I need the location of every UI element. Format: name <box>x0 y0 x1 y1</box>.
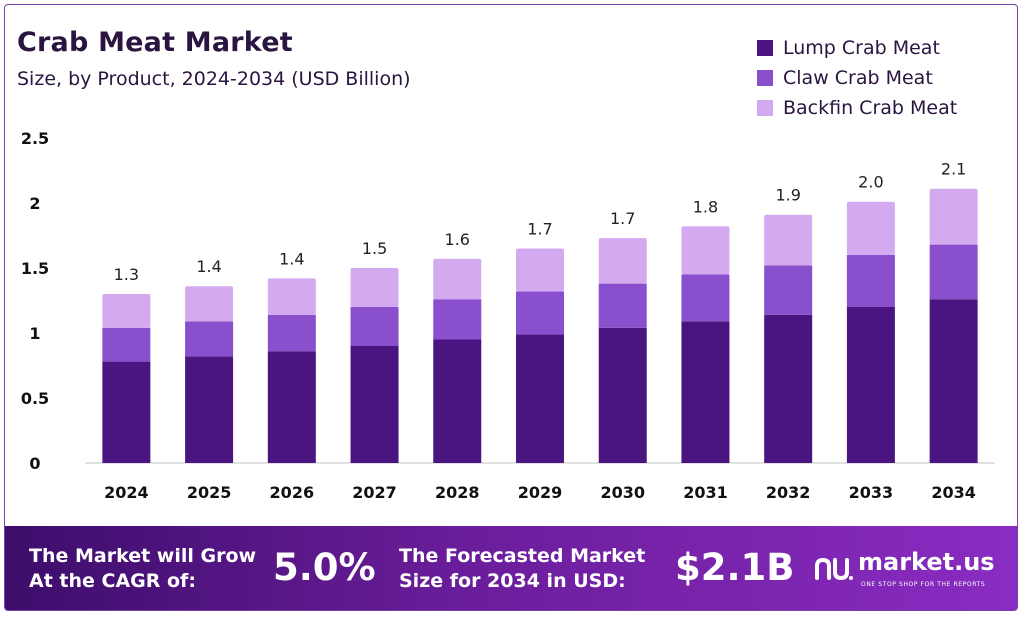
x-tick-label: 2024 <box>104 483 149 502</box>
market-us-logo-icon <box>815 557 853 581</box>
cagr-caption-line-2: At the CAGR of: <box>29 570 196 592</box>
x-tick-label: 2027 <box>352 483 397 502</box>
bar-total-label: 2.0 <box>858 173 883 192</box>
bar-segment-backfin-crab-meat <box>350 268 399 307</box>
bar-segment-lump-crab-meat <box>102 361 151 463</box>
forecast-caption-line-1: The Forecasted Market <box>399 545 646 567</box>
bar-segment-claw-crab-meat <box>185 321 234 357</box>
x-tick-label: 2032 <box>766 483 811 502</box>
bar-segment-claw-crab-meat <box>433 299 482 340</box>
bar-segment-lump-crab-meat <box>764 314 813 463</box>
bar-segment-claw-crab-meat <box>764 265 813 315</box>
cagr-caption: The Market will Grow At the CAGR of: <box>29 544 256 594</box>
bar-segment-backfin-crab-meat <box>102 294 151 328</box>
bar-total-label: 1.4 <box>279 249 304 268</box>
bar-segment-claw-crab-meat <box>929 244 978 300</box>
bar-total-label: 1.7 <box>610 209 635 228</box>
bar-segment-claw-crab-meat <box>516 291 564 335</box>
bar-total-label: 1.9 <box>775 186 800 205</box>
logo-tagline: ONE STOP SHOP FOR THE REPORTS <box>861 581 986 588</box>
y-tick-label: 1.5 <box>21 259 49 278</box>
x-tick-label: 2029 <box>518 483 563 502</box>
footer-banner: The Market will Grow At the CAGR of: 5.0… <box>5 526 1017 610</box>
bar-segment-lump-crab-meat <box>267 351 316 463</box>
legend-swatch-backfin <box>757 100 773 116</box>
bar-segment-lump-crab-meat <box>681 321 730 463</box>
y-tick-label: 1 <box>29 324 40 343</box>
bar-total-label: 1.8 <box>693 197 718 216</box>
y-tick-label: 0.5 <box>21 389 49 408</box>
legend-item-backfin: Backfin Crab Meat <box>757 93 957 123</box>
bar-segment-backfin-crab-meat <box>846 201 895 255</box>
stacked-bar-chart: 0 0.5 1 1.5 2 2.5 1.3 2024 1.4 2025 1.4 2026 1.5 2027… <box>21 129 995 502</box>
bar-segment-lump-crab-meat <box>598 327 647 463</box>
bar-segment-lump-crab-meat <box>433 339 482 463</box>
bar-total-label: 1.4 <box>196 257 221 276</box>
x-tick-label: 2028 <box>435 483 480 502</box>
x-tick-label: 2031 <box>683 483 728 502</box>
legend-label-lump: Lump Crab Meat <box>783 37 940 59</box>
bar-segment-backfin-crab-meat <box>681 226 730 275</box>
cagr-caption-line-1: The Market will Grow <box>29 545 257 567</box>
chart-subtitle: Size, by Product, 2024-2034 (USD Billion… <box>17 68 411 90</box>
chart-title: Crab Meat Market <box>17 27 293 58</box>
logo-name: market.us <box>858 548 995 576</box>
bar-total-label: 1.3 <box>114 265 139 284</box>
x-tick-label: 2025 <box>187 483 232 502</box>
bar-segment-claw-crab-meat <box>681 274 730 322</box>
forecast-caption: The Forecasted Market Size for 2034 in U… <box>399 544 645 594</box>
bar-segment-lump-crab-meat <box>350 346 399 463</box>
bar-segment-lump-crab-meat <box>185 356 234 463</box>
bar-segment-backfin-crab-meat <box>764 214 813 266</box>
bar-segment-backfin-crab-meat <box>185 286 234 322</box>
chart-frame: Crab Meat Market Size, by Product, 2024-… <box>4 4 1018 611</box>
bar-segment-backfin-crab-meat <box>433 258 482 300</box>
forecast-value: $2.1B <box>675 546 795 589</box>
bar-total-label: 1.5 <box>362 239 387 258</box>
x-tick-label: 2030 <box>600 483 645 502</box>
bar-segment-claw-crab-meat <box>350 307 399 346</box>
x-tick-label: 2034 <box>931 483 976 502</box>
bar-segment-lump-crab-meat <box>516 334 564 463</box>
y-tick-label: 0 <box>29 454 40 473</box>
bar-segment-backfin-crab-meat <box>516 248 564 292</box>
x-tick-label: 2033 <box>849 483 894 502</box>
forecast-caption-line-2: Size for 2034 in USD: <box>399 570 626 592</box>
bar-total-label: 1.6 <box>445 230 470 249</box>
legend-item-claw: Claw Crab Meat <box>757 63 957 93</box>
y-tick-label: 2.5 <box>21 129 49 148</box>
x-tick-label: 2026 <box>270 483 315 502</box>
legend-swatch-claw <box>757 70 773 86</box>
bar-segment-claw-crab-meat <box>598 283 647 328</box>
legend-label-claw: Claw Crab Meat <box>783 67 933 89</box>
bar-total-label: 1.7 <box>527 220 552 239</box>
legend-item-lump: Lump Crab Meat <box>757 33 957 63</box>
bar-segment-backfin-crab-meat <box>929 188 978 245</box>
y-tick-label: 2 <box>29 194 40 213</box>
bar-segment-backfin-crab-meat <box>267 278 316 315</box>
legend-swatch-lump <box>757 40 773 56</box>
chart-legend: Lump Crab Meat Claw Crab Meat Backfin Cr… <box>757 33 957 123</box>
legend-label-backfin: Backfin Crab Meat <box>783 97 958 119</box>
bar-segment-claw-crab-meat <box>846 255 895 307</box>
cagr-value: 5.0% <box>273 546 376 589</box>
bar-segment-claw-crab-meat <box>267 314 316 352</box>
bar-segment-lump-crab-meat <box>846 307 895 463</box>
bar-total-label: 2.1 <box>941 160 966 179</box>
bar-segment-claw-crab-meat <box>102 327 151 362</box>
bar-segment-lump-crab-meat <box>929 299 978 463</box>
bar-segment-backfin-crab-meat <box>598 238 647 284</box>
